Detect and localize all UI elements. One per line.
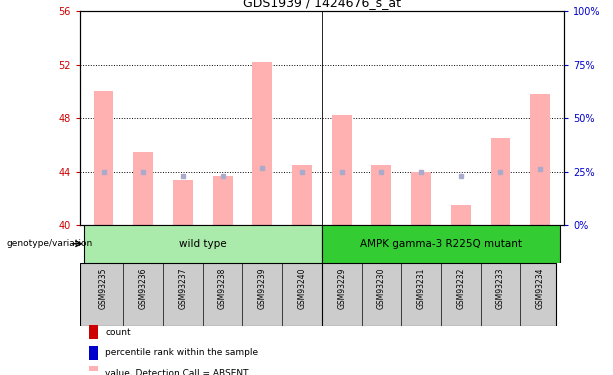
Text: count: count [105,328,131,337]
Bar [332,116,352,225]
Bar [451,205,471,225]
Bar [322,225,560,262]
Bar [89,326,98,339]
Bar [133,152,153,225]
Text: GSM93233: GSM93233 [496,268,505,309]
Text: AMPK gamma-3 R225Q mutant: AMPK gamma-3 R225Q mutant [360,239,522,249]
Text: GSM93230: GSM93230 [377,268,386,309]
Bar [490,138,511,225]
Bar [89,366,98,375]
Text: GSM93231: GSM93231 [417,268,425,309]
Bar [292,165,312,225]
Text: value, Detection Call = ABSENT: value, Detection Call = ABSENT [105,369,249,375]
Text: GSM93236: GSM93236 [139,268,148,309]
Text: genotype/variation: genotype/variation [6,239,93,248]
Bar [411,172,431,225]
Text: GSM93238: GSM93238 [218,268,227,309]
Text: GSM93232: GSM93232 [456,268,465,309]
Bar [94,92,113,225]
Text: GSM93240: GSM93240 [297,268,306,309]
Text: GSM93239: GSM93239 [258,268,267,309]
Text: GSM93237: GSM93237 [178,268,188,309]
Bar [530,94,550,225]
Text: wild type: wild type [179,239,227,249]
Title: GDS1939 / 1424676_s_at: GDS1939 / 1424676_s_at [243,0,401,9]
Bar [83,225,322,262]
Bar [253,62,272,225]
Bar [371,165,391,225]
Text: percentile rank within the sample: percentile rank within the sample [105,348,259,357]
Text: GSM93229: GSM93229 [337,268,346,309]
Text: GSM93235: GSM93235 [99,268,108,309]
Bar [173,180,193,225]
Bar [213,176,232,225]
Text: GSM93234: GSM93234 [536,268,544,309]
Bar [89,346,98,360]
